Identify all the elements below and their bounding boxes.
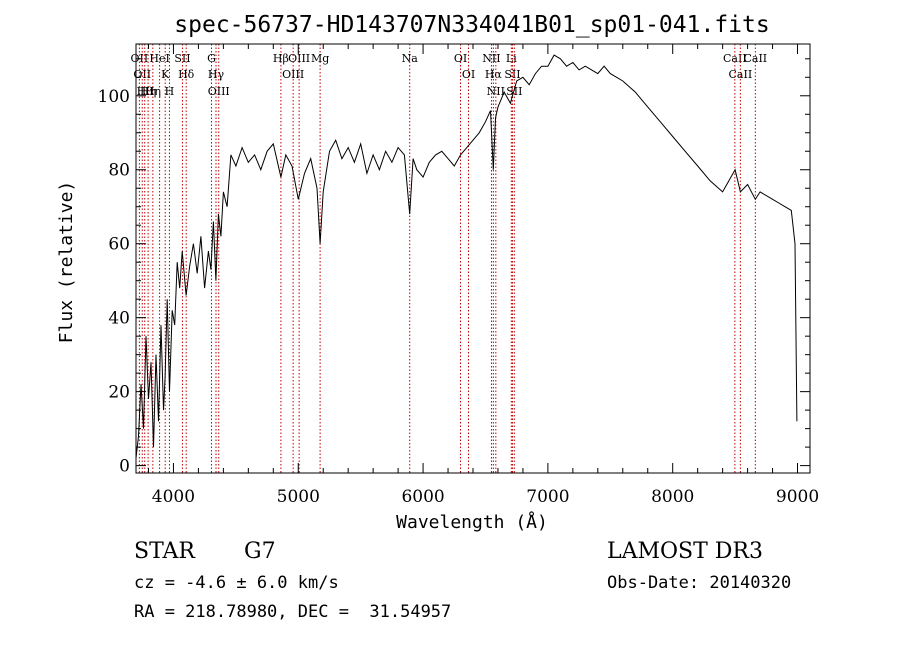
spectral-line-label: Hα [485,68,503,81]
spectral-line-label: OI [454,52,467,65]
x-tick-label: 8000 [651,487,694,507]
spectral-line-label: G [207,52,216,65]
spectrum-series [135,54,798,459]
y-tick-label: 40 [108,309,130,329]
y-tick-label: 0 [119,457,130,477]
spectrum-line [135,54,798,459]
y-tick-label: 20 [108,383,130,403]
redshift-velocity: cz = -4.6 ± 6.0 km/s [134,573,339,593]
spectral-line-label: NII [487,85,505,98]
spectral-line-label: Hβ [273,52,289,65]
spectral-line-label: OI [462,68,475,81]
spectral-line-label: OIII [282,68,304,81]
x-tick-label: 9000 [776,487,819,507]
object-class: STAR [134,539,195,564]
x-tick-label: 7000 [526,487,569,507]
spectral-line-label: CaII [729,68,753,81]
spectral-line-label: HeI [149,52,169,65]
coordinates: RA = 218.78980, DEC = 31.54957 [134,602,452,622]
x-axis-label: Wavelength (Å) [396,511,548,533]
spectral-line-label: SII [506,85,522,98]
spectral-line-label: H [165,85,175,98]
y-tick-label: 80 [108,161,130,181]
spectral-line-label: Hη [140,85,156,98]
y-axis-label: Flux (relative) [56,181,77,344]
survey-name: LAMOST DR3 [607,539,763,564]
spectral-line-label: Li [506,52,517,65]
plot-frame [135,43,811,474]
spectral-line-label: OIII [288,52,310,65]
spectral-line-label: Hγ [208,68,225,81]
x-tick-label: 4000 [152,487,195,507]
x-tick-label: 6000 [401,487,444,507]
spectral-line-label: NII [482,52,500,65]
chart-title: spec-56737-HD143707N334041B01_sp01-041.f… [174,12,769,38]
spectral-line-label: Hθ [137,85,154,98]
axes: 4000 5000 6000 7000 8000 9000 0 20 40 60 80 100 [98,44,819,507]
y-tick-label: 60 [108,235,130,255]
spectral-line-label: Mg [311,52,329,65]
spectral-line-label: CaII [743,52,767,65]
spectral-line-label: SII [174,52,190,65]
y-tick-label: 100 [98,87,130,107]
object-subclass: G7 [244,539,276,564]
spectral-line-label: SII [504,68,520,81]
spectral-line-label: OIII [208,85,230,98]
spectral-line-label: Na [402,52,419,65]
spectral-line-label: K [161,68,170,81]
observation-date: Obs-Date: 20140320 [607,573,792,593]
spectral-line-label: Hδ [178,68,195,81]
x-tick-label: 5000 [277,487,320,507]
spectral-line-label: Hη [145,85,161,98]
